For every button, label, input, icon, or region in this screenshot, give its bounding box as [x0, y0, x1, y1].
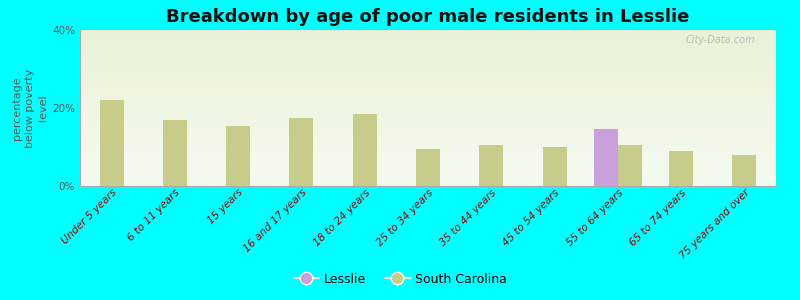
- Bar: [100, 100, 124, 186]
- Bar: [669, 151, 693, 186]
- Bar: [732, 155, 756, 186]
- Bar: [163, 120, 187, 186]
- Legend: Lesslie, South Carolina: Lesslie, South Carolina: [289, 268, 511, 291]
- Text: City-Data.com: City-Data.com: [686, 35, 755, 45]
- Y-axis label: percentage
below poverty
level: percentage below poverty level: [11, 68, 48, 148]
- Bar: [353, 114, 377, 186]
- Bar: [594, 129, 618, 186]
- Bar: [618, 145, 642, 186]
- Bar: [416, 149, 440, 186]
- Bar: [542, 147, 566, 186]
- Bar: [479, 145, 503, 186]
- Bar: [226, 125, 250, 186]
- Title: Breakdown by age of poor male residents in Lesslie: Breakdown by age of poor male residents …: [166, 8, 690, 26]
- Bar: [290, 118, 314, 186]
